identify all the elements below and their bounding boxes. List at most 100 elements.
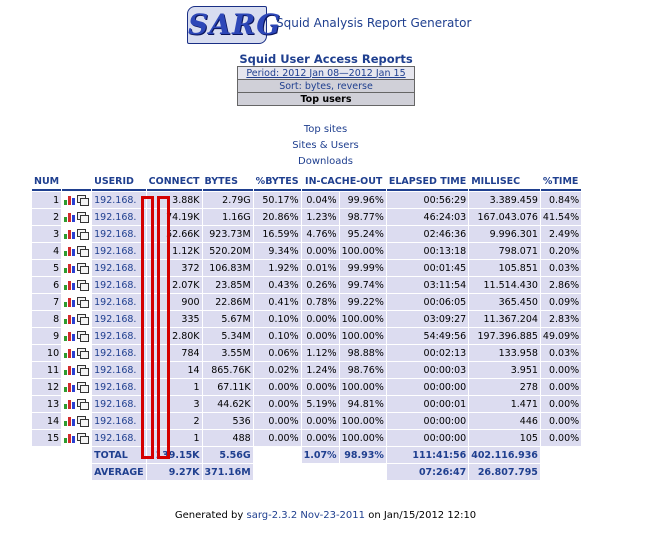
- link-sites-users[interactable]: Sites & Users: [292, 140, 359, 151]
- graph-icon[interactable]: [64, 382, 76, 392]
- graph-icon[interactable]: [64, 314, 76, 324]
- row-pct-bytes: 0.00%: [253, 430, 301, 446]
- row-userid[interactable]: 192.168.: [92, 294, 146, 310]
- row-out-cache: 99.74%: [339, 277, 386, 293]
- time-report-icon[interactable]: [77, 314, 90, 325]
- time-report-icon[interactable]: [77, 382, 90, 393]
- row-icons: [62, 209, 92, 225]
- row-in-cache: 0.04%: [301, 192, 339, 208]
- graph-icon[interactable]: [64, 348, 76, 358]
- link-top-sites[interactable]: Top sites: [303, 124, 348, 135]
- report-period[interactable]: Period: 2012 Jan 08—2012 Jan 15: [237, 66, 415, 80]
- row-userid[interactable]: 192.168.: [92, 396, 146, 412]
- row-millisec: 105: [469, 430, 540, 446]
- time-report-icon[interactable]: [77, 297, 90, 308]
- row-millisec: 105.851: [469, 260, 540, 276]
- graph-icon[interactable]: [64, 195, 76, 205]
- time-report-icon[interactable]: [77, 348, 90, 359]
- report-title: Squid User Access Reports: [239, 52, 413, 66]
- report-sort: Sort: bytes, reverse: [237, 79, 415, 93]
- table-row: 4 192.168. 1.12K 520.20M 9.34% 0.00% 100.00% 00…: [32, 243, 582, 259]
- row-millisec: 3.951: [469, 362, 540, 378]
- row-userid[interactable]: 192.168.: [92, 226, 146, 242]
- time-report-icon[interactable]: [77, 229, 90, 240]
- table-row: 1 192.168. 3.88K 2.79G 50.17% 0.04% 99.96% 00:5…: [32, 192, 582, 208]
- time-report-icon[interactable]: [77, 195, 90, 206]
- row-num: 2: [32, 209, 62, 225]
- link-downloads[interactable]: Downloads: [298, 156, 353, 167]
- row-pct-time: 0.00%: [540, 379, 582, 395]
- row-userid[interactable]: 192.168.: [92, 413, 146, 429]
- row-userid[interactable]: 192.168.: [92, 328, 146, 344]
- row-num: 15: [32, 430, 62, 446]
- row-pct-time: 2.86%: [540, 277, 582, 293]
- footer-version-link[interactable]: sarg-2.3.2 Nov-23-2011: [246, 510, 366, 521]
- time-report-icon[interactable]: [77, 433, 90, 444]
- sarg-logo[interactable]: SARG: [187, 6, 280, 44]
- row-in-cache: 0.00%: [301, 413, 339, 429]
- row-userid[interactable]: 192.168.: [92, 192, 146, 208]
- graph-icon[interactable]: [64, 433, 76, 443]
- time-report-icon[interactable]: [77, 212, 90, 223]
- row-millisec: 798.071: [469, 243, 540, 259]
- row-out-cache: 98.88%: [339, 345, 386, 361]
- row-num: 4: [32, 243, 62, 259]
- total-elapsed: 111:41:56: [386, 447, 469, 463]
- graph-icon[interactable]: [64, 263, 76, 273]
- row-in-cache: 0.26%: [301, 277, 339, 293]
- graph-icon[interactable]: [64, 416, 76, 426]
- row-userid[interactable]: 192.168.: [92, 209, 146, 225]
- report-links: Top sites Sites & Users Downloads: [0, 122, 651, 170]
- time-report-icon[interactable]: [77, 399, 90, 410]
- row-elapsed: 02:46:36: [386, 226, 469, 242]
- row-pct-bytes: 0.00%: [253, 379, 301, 395]
- time-report-icon[interactable]: [77, 280, 90, 291]
- row-bytes: 1.16G: [202, 209, 253, 225]
- row-pct-bytes: 0.00%: [253, 396, 301, 412]
- time-report-icon[interactable]: [77, 331, 90, 342]
- row-bytes: 106.83M: [202, 260, 253, 276]
- row-userid[interactable]: 192.168.: [92, 345, 146, 361]
- col-in-cache-out: IN-CACHE-OUT: [301, 174, 386, 191]
- graph-icon[interactable]: [64, 331, 76, 341]
- row-userid[interactable]: 192.168.: [92, 311, 146, 327]
- row-bytes: 22.86M: [202, 294, 253, 310]
- graph-icon[interactable]: [64, 365, 76, 375]
- row-icons: [62, 311, 92, 327]
- graph-icon[interactable]: [64, 297, 76, 307]
- time-report-icon[interactable]: [77, 263, 90, 274]
- row-in-cache: 0.00%: [301, 243, 339, 259]
- graph-icon[interactable]: [64, 229, 76, 239]
- row-userid[interactable]: 192.168.: [92, 362, 146, 378]
- table-row: 2 192.168. 74.19K 1.16G 20.86% 1.23% 98.77% 46:…: [32, 209, 582, 225]
- report-top-users: Top users: [237, 92, 415, 106]
- col-pct-time: %TIME: [540, 174, 582, 191]
- graph-icon[interactable]: [64, 399, 76, 409]
- graph-icon[interactable]: [64, 280, 76, 290]
- row-icons: [62, 192, 92, 208]
- table-row: 10 192.168. 784 3.55M 0.06% 1.12% 98.88% 00:02:…: [32, 345, 582, 361]
- row-bytes: 5.34M: [202, 328, 253, 344]
- graph-icon[interactable]: [64, 212, 76, 222]
- row-millisec: 9.996.301: [469, 226, 540, 242]
- row-userid[interactable]: 192.168.: [92, 260, 146, 276]
- time-report-icon[interactable]: [77, 246, 90, 257]
- time-report-icon[interactable]: [77, 416, 90, 427]
- row-elapsed: 54:49:56: [386, 328, 469, 344]
- row-num: 12: [32, 379, 62, 395]
- row-out-cache: 95.24%: [339, 226, 386, 242]
- row-userid[interactable]: 192.168.: [92, 243, 146, 259]
- row-pct-bytes: 0.10%: [253, 311, 301, 327]
- col-pct-bytes: %BYTES: [253, 174, 301, 191]
- time-report-icon[interactable]: [77, 365, 90, 376]
- row-userid[interactable]: 192.168.: [92, 430, 146, 446]
- total-label: TOTAL: [92, 447, 146, 463]
- row-in-cache: 0.00%: [301, 328, 339, 344]
- average-row: AVERAGE 9.27K 371.16M 07:26:47 26.807.79…: [32, 464, 581, 480]
- row-userid[interactable]: 192.168.: [92, 379, 146, 395]
- row-elapsed: 00:00:03: [386, 362, 469, 378]
- row-userid[interactable]: 192.168.: [92, 277, 146, 293]
- row-bytes: 923.73M: [202, 226, 253, 242]
- table-row: 6 192.168. 2.07K 23.85M 0.43% 0.26% 99.74% 03:1…: [32, 277, 582, 293]
- graph-icon[interactable]: [64, 246, 76, 256]
